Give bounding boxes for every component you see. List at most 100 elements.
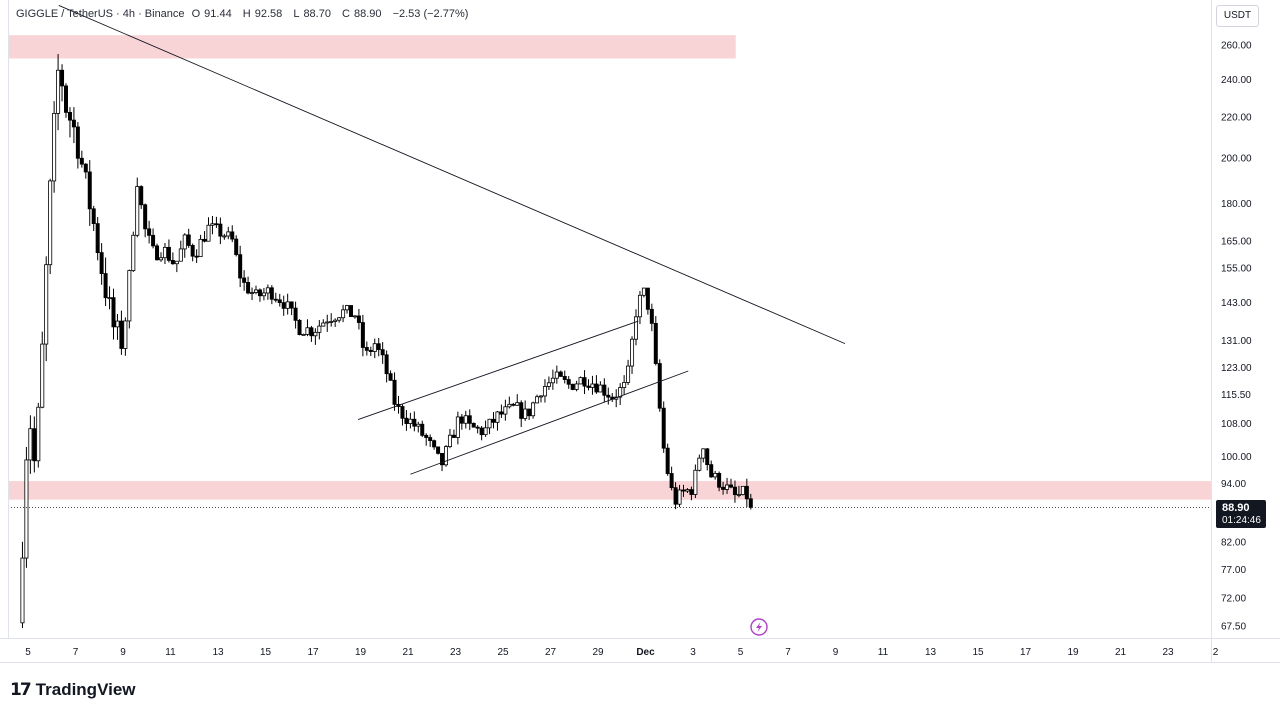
y-tick-label: 77.00 <box>1221 565 1246 576</box>
symbol-title[interactable]: GIGGLE / TetherUS · 4h · Binance <box>16 8 185 20</box>
candle <box>622 375 627 395</box>
trendline-1 <box>357 320 639 420</box>
candle <box>511 402 516 407</box>
candle-body <box>36 406 41 462</box>
open-value: 91.44 <box>204 8 232 20</box>
candle-body <box>333 319 338 322</box>
y-tick-label: 123.00 <box>1221 363 1252 374</box>
candle-body <box>368 349 373 352</box>
candle <box>64 83 69 118</box>
candle <box>75 122 80 169</box>
tradingview-logo[interactable]: 17 TradingView <box>10 680 136 700</box>
candle <box>693 464 698 499</box>
y-tick-label: 143.00 <box>1221 298 1252 309</box>
x-tick-label: 21 <box>1115 647 1127 658</box>
candle-body <box>705 448 710 466</box>
candle-body <box>313 331 318 337</box>
candle <box>143 203 148 238</box>
candle-body <box>139 186 144 206</box>
candle-body <box>384 354 389 375</box>
candle <box>713 470 718 480</box>
tradingview-wordmark: TradingView <box>35 680 136 699</box>
lightning-icon[interactable] <box>750 618 768 636</box>
candle <box>717 471 722 492</box>
candle <box>590 375 595 395</box>
candle-body <box>40 343 45 408</box>
candle-body <box>424 434 429 438</box>
candle-body <box>186 234 191 246</box>
candle-body <box>127 270 132 322</box>
candle <box>436 446 441 455</box>
candle <box>618 383 623 406</box>
candle <box>582 370 587 395</box>
candle <box>194 249 199 264</box>
candle-body <box>293 307 298 321</box>
candle <box>107 286 112 310</box>
candle-body <box>495 411 500 423</box>
candle <box>261 287 266 301</box>
y-tick-label: 165.00 <box>1221 236 1252 247</box>
candle-body <box>210 223 215 226</box>
candle-body <box>455 416 460 438</box>
candle <box>40 331 45 409</box>
candle <box>459 413 464 430</box>
open-label: O <box>191 8 201 20</box>
candle <box>598 381 603 393</box>
candle-body <box>380 349 385 356</box>
candle-body <box>428 437 433 442</box>
candle <box>356 308 361 330</box>
x-tick-label: 2 <box>1213 647 1219 658</box>
candle-body <box>218 223 223 237</box>
candle <box>206 217 211 242</box>
candle-body <box>463 415 468 424</box>
candle <box>246 276 251 295</box>
candle-body <box>337 317 342 321</box>
candles-layer <box>20 54 753 629</box>
candle <box>103 257 108 307</box>
candle-body <box>135 186 140 236</box>
candle-body <box>87 171 92 210</box>
candle-body <box>155 245 160 261</box>
candle <box>515 394 520 406</box>
candle <box>420 420 425 438</box>
candle <box>214 216 219 228</box>
candle <box>495 410 500 431</box>
candle <box>637 291 642 325</box>
candle <box>451 429 456 438</box>
candle <box>606 387 611 405</box>
candle <box>626 359 631 385</box>
y-tick-label: 82.00 <box>1221 538 1246 549</box>
x-tick-label: 29 <box>592 647 604 658</box>
candle <box>412 411 417 432</box>
candle-body <box>95 223 100 254</box>
candle <box>257 288 262 302</box>
currency-button[interactable]: USDT <box>1216 5 1259 27</box>
candle <box>174 260 179 273</box>
candle <box>32 416 37 473</box>
candle-body <box>412 418 417 427</box>
candle-body <box>578 377 583 385</box>
candle-body <box>20 557 25 624</box>
candle <box>689 486 694 501</box>
candle <box>701 448 706 463</box>
candle-body <box>649 308 654 324</box>
x-tick-label: 19 <box>1067 647 1079 658</box>
candle-body <box>202 238 207 242</box>
candle <box>491 412 496 429</box>
candle <box>48 178 53 275</box>
candle-body <box>162 246 167 259</box>
lightning-icon-bolt <box>756 622 762 632</box>
y-tick-label: 108.00 <box>1221 419 1252 430</box>
candle-body <box>602 384 607 396</box>
last-price: 88.90 <box>1222 502 1250 514</box>
candle <box>158 252 163 262</box>
y-tick-label: 155.00 <box>1221 263 1252 274</box>
x-tick-label: 17 <box>307 647 319 658</box>
axes-layer: 260.00 240.00 220.00 200.00 180.00 165.00 155.… <box>0 0 1280 663</box>
candle <box>744 478 749 507</box>
candle-body <box>238 254 243 279</box>
y-tick-label: 240.00 <box>1221 75 1252 86</box>
candle-body <box>261 292 266 297</box>
